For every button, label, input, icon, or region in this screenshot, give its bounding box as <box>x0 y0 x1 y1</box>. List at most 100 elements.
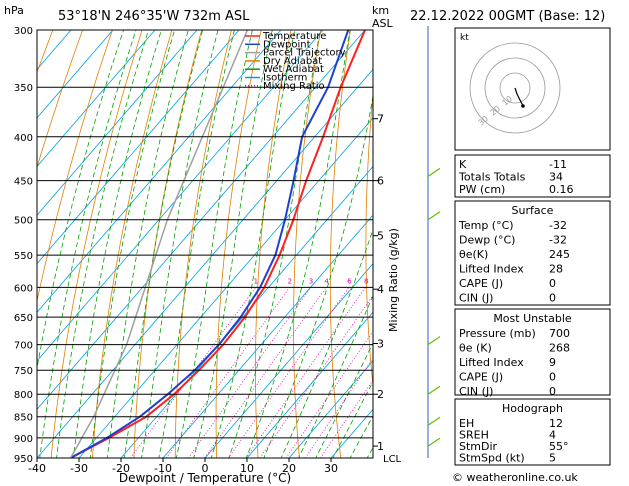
km-tick-label: 2 <box>377 388 384 401</box>
table-row-value: 268 <box>549 342 570 355</box>
hodograph-table-box <box>454 398 611 466</box>
dry-adiabat-line <box>50 30 143 458</box>
pressure-tick-label: 800 <box>14 390 33 401</box>
legend-label: Dewpoint <box>263 39 311 50</box>
legend-label: Isotherm <box>263 73 307 84</box>
surface-box <box>454 200 611 306</box>
isotherm-line <box>37 30 114 119</box>
mixing-ratio-line <box>165 287 291 458</box>
asl-unit-label: ASL <box>372 17 394 30</box>
wet-adiabat-line <box>228 30 321 458</box>
wind-barb <box>427 211 441 221</box>
table-row-value: 700 <box>549 327 570 340</box>
wet-adiabat-line <box>37 30 124 371</box>
table-row-label: Pressure (mb) <box>459 327 536 340</box>
dry-adiabat-line <box>618 30 629 458</box>
isotherm-line <box>288 360 373 458</box>
table-row-value: 0 <box>549 385 556 398</box>
isotherm-line <box>37 30 198 216</box>
table-row-label: θe (K) <box>459 342 492 355</box>
wet-adiabat-line <box>263 94 373 458</box>
wet-adiabat-line <box>106 30 189 458</box>
table-row-label: PW (cm) <box>459 183 505 196</box>
table-row-value: -32 <box>549 234 567 247</box>
x-tick-label: 0 <box>202 462 209 475</box>
table-row-label: K <box>459 158 467 171</box>
lcl-label: LCL <box>383 454 402 465</box>
km-tick-label: 6 <box>377 175 384 188</box>
wet-adiabat-line <box>175 30 253 458</box>
x-tick-label: 20 <box>282 462 296 475</box>
table-row-label: Lifted Index <box>459 356 524 369</box>
index-tables: K -11 Totals Totals 34 PW (cm) 0.16 Surface Tem… <box>454 154 611 466</box>
wet-adiabat-line <box>210 30 296 458</box>
isotherm-line <box>37 30 366 411</box>
mixing-ratio-axis-label: Mixing Ratio (g/kg) <box>387 228 400 332</box>
isotherm-line <box>204 263 373 458</box>
series-line-temperature <box>70 30 366 458</box>
table-row-value: -11 <box>549 158 567 171</box>
mixing-ratio-line <box>259 294 373 458</box>
mixing-ratio-label: 3 <box>309 277 313 285</box>
table-row-label: EH <box>459 417 474 430</box>
x-tick-label: -20 <box>112 462 130 475</box>
surface-title: Surface <box>512 204 554 217</box>
table-row-label: CIN (J) <box>459 385 493 398</box>
mixing-ratio-label: 2 <box>288 277 292 285</box>
dry-adiabat-line <box>215 30 262 458</box>
isotherm-line <box>37 30 240 265</box>
dry-adiabat-line <box>37 30 83 169</box>
table-row-label: CIN (J) <box>459 292 493 305</box>
hodograph-storm-motion <box>521 104 525 108</box>
dry-adiabat-line <box>174 30 232 458</box>
table-row-label: Totals Totals <box>458 171 526 184</box>
pressure-tick-label: 400 <box>14 133 33 144</box>
table-row-label: Lifted Index <box>459 263 524 276</box>
hodograph-table-title: Hodograph <box>502 402 563 415</box>
table-row-label: Temp (°C) <box>458 219 514 232</box>
wind-barb <box>427 416 441 426</box>
table-row-label: Dewp (°C) <box>459 234 515 247</box>
indices-box <box>454 154 611 198</box>
table-row-label: StmDir <box>459 440 498 453</box>
table-row-value: 4 <box>549 429 556 442</box>
wet-adiabat-line <box>245 30 351 458</box>
isotherm-line <box>162 214 373 458</box>
legend-label: Wet Adiabat <box>263 64 324 75</box>
mixing-ratio-line <box>187 287 312 458</box>
most-unstable-title: Most Unstable <box>493 312 572 325</box>
pressure-tick-label: 600 <box>14 283 33 294</box>
pressure-tick-label: 750 <box>14 366 33 377</box>
table-row-value: 0.16 <box>549 183 574 196</box>
table-row-label: SREH <box>459 429 489 442</box>
mixing-ratio-line <box>285 330 373 458</box>
hodograph-ring <box>499 72 531 104</box>
x-tick-label: 10 <box>240 462 254 475</box>
series-line-dewpoint <box>70 30 350 458</box>
pressure-tick-label: 850 <box>14 413 33 424</box>
wind-barb <box>427 385 441 395</box>
table-row-value: 0 <box>549 292 556 305</box>
wind-barb <box>427 167 441 177</box>
table-row-value: 9 <box>549 356 556 369</box>
x-axis-label: Dewpoint / Temperature (°C) <box>119 471 291 485</box>
pressure-tick-label: 900 <box>14 434 33 445</box>
wet-adiabat-line <box>158 30 235 458</box>
table-row-value: 28 <box>549 263 563 276</box>
pressure-tick-label: 700 <box>14 341 33 352</box>
mixing-ratio-line <box>204 287 327 458</box>
x-tick-label: 30 <box>324 462 338 475</box>
km-unit-label: km <box>372 4 389 17</box>
isotherm-line <box>246 311 373 458</box>
table-row-value: 245 <box>549 248 570 261</box>
isotherm-line <box>37 30 282 313</box>
mixing-ratio-line <box>304 357 373 458</box>
dry-adiabat-line <box>37 30 113 303</box>
isotherm-line <box>37 30 324 362</box>
legend-label: Temperature <box>262 31 326 42</box>
legend-label: Parcel Trajectory <box>263 48 346 59</box>
pressure-tick-label: 450 <box>14 177 33 188</box>
pressure-tick-label: 500 <box>14 216 33 227</box>
